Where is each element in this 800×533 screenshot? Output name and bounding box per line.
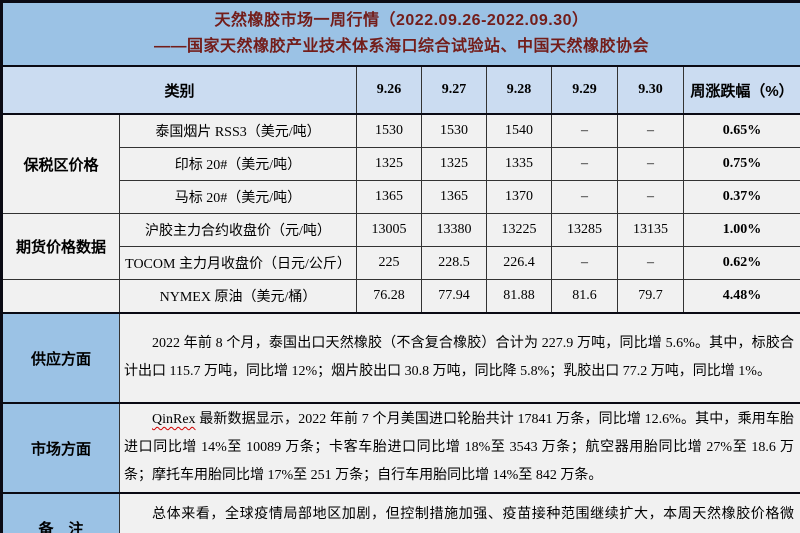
title-row: 天然橡胶市场一周行情（2022.09.26-2022.09.30） ——国家天然… (0, 1, 800, 67)
header-date-9-30: 9.30 (617, 65, 684, 115)
value-cell: 1370 (486, 180, 552, 214)
market-paragraph-body: 最新数据显示，2022 年前 7 个月美国进口轮胎共计 17841 万条，同比增… (124, 412, 795, 483)
section-remark: 备 注 总体来看，全球疫情局部地区加剧，但控制措施加强、疫苗接种范围继续扩大，本… (1, 492, 800, 533)
section-supply-text: 2022 年前 8 个月，泰国出口天然橡胶（不含复合橡胶）合计为 227.9 万… (118, 312, 800, 404)
value-cell: – (617, 113, 684, 148)
section-remark-label: 备 注 (1, 492, 120, 533)
table-row-rss3: 保税区价格 泰国烟片 RSS3（美元/吨） 1530 1530 1540 – –… (1, 113, 800, 214)
value-cell: 81.88 (486, 279, 552, 314)
table-row-shfe: 期货价格数据 沪胶主力合约收盘价（元/吨） 13005 13380 13225 … (1, 213, 800, 280)
value-cell: 1325 (356, 147, 422, 181)
value-cell: – (617, 147, 684, 181)
table-row-smr20: 马标 20#（美元/吨） 1365 1365 1370 – – 0.37% (2, 180, 800, 214)
row-item-label: 泰国烟片 RSS3（美元/吨） (119, 113, 357, 148)
change-cell: 0.75% (682, 147, 800, 181)
section-market: 市场方面 QinRex 最新数据显示，2022 年前 7 个月美国进口轮胎共计 … (1, 402, 800, 494)
group-label-empty (1, 279, 120, 314)
value-cell: 226.4 (486, 246, 552, 280)
value-cell: – (551, 180, 618, 214)
change-cell: 0.62% (682, 246, 800, 280)
row-item-label: NYMEX 原油（美元/桶） (119, 279, 357, 314)
header-weekly-change: 周涨跌幅（%） (682, 65, 800, 115)
value-cell: 13135 (617, 213, 684, 247)
group-label-futures: 期货价格数据 (1, 213, 120, 280)
title-cell: 天然橡胶市场一周行情（2022.09.26-2022.09.30） ——国家天然… (0, 1, 800, 67)
value-cell: 13005 (356, 213, 422, 247)
value-cell: 77.94 (421, 279, 487, 314)
value-cell: – (551, 246, 618, 280)
table-row-nymex: NYMEX 原油（美元/桶） 76.28 77.94 81.88 81.6 79… (1, 279, 800, 314)
value-cell: 13225 (486, 213, 552, 247)
value-cell: 76.28 (356, 279, 422, 314)
value-cell: – (617, 180, 684, 214)
supply-paragraph: 2022 年前 8 个月，泰国出口天然橡胶（不含复合橡胶）合计为 227.9 万… (124, 336, 795, 379)
remark-paragraph: 总体来看，全球疫情局部地区加剧，但控制措施加强、疫苗接种范围继续扩大，本周天然橡… (152, 506, 795, 522)
section-market-text: QinRex 最新数据显示，2022 年前 7 个月美国进口轮胎共计 17841… (118, 402, 800, 494)
value-cell: 225 (356, 246, 422, 280)
page-title: 天然橡胶市场一周行情（2022.09.26-2022.09.30） (214, 12, 589, 29)
row-item-label: 沪胶主力合约收盘价（元/吨） (119, 213, 357, 247)
value-cell: 1325 (421, 147, 487, 181)
row-item-label: 马标 20#（美元/吨） (119, 180, 357, 214)
value-cell: 1540 (486, 113, 552, 148)
change-cell: 1.00% (682, 213, 800, 247)
value-cell: 79.7 (617, 279, 684, 314)
section-remark-text: 总体来看，全球疫情局部地区加剧，但控制措施加强、疫苗接种范围继续扩大，本周天然橡… (118, 492, 800, 533)
table-row-std20: 印标 20#（美元/吨） 1325 1325 1335 – – 0.75% (2, 147, 800, 181)
group-label-bonded-zone: 保税区价格 (1, 113, 120, 214)
value-cell: 1530 (421, 113, 487, 148)
value-cell: – (617, 246, 684, 280)
header-row: 类别 9.26 9.27 9.28 9.29 9.30 周涨跌幅（%） (1, 65, 800, 115)
section-supply: 供应方面 2022 年前 8 个月，泰国出口天然橡胶（不含复合橡胶）合计为 22… (1, 312, 800, 404)
value-cell: 13380 (421, 213, 487, 247)
section-supply-label: 供应方面 (1, 312, 120, 404)
header-date-9-28: 9.28 (486, 65, 552, 115)
value-cell: 1335 (486, 147, 552, 181)
value-cell: 13285 (551, 213, 618, 247)
header-category: 类别 (1, 65, 357, 115)
table-row-tocom: TOCOM 主力月收盘价（日元/公斤） 225 228.5 226.4 – – … (2, 246, 800, 280)
value-cell: 81.6 (551, 279, 618, 314)
change-cell: 0.65% (682, 113, 800, 148)
value-cell: 1365 (356, 180, 422, 214)
value-cell: – (551, 113, 618, 148)
value-cell: 1530 (356, 113, 422, 148)
change-cell: 0.37% (682, 180, 800, 214)
header-date-9-29: 9.29 (551, 65, 618, 115)
qinrex-word: QinRex (152, 412, 196, 427)
market-paragraph: QinRex 最新数据显示，2022 年前 7 个月美国进口轮胎共计 17841… (124, 406, 794, 490)
row-item-label: 印标 20#（美元/吨） (119, 147, 357, 181)
page-subtitle: ——国家天然橡胶产业技术体系海口综合试验站、中国天然橡胶协会 (154, 38, 650, 55)
value-cell: 1365 (421, 180, 487, 214)
value-cell: 228.5 (421, 246, 487, 280)
change-cell: 4.48% (682, 279, 800, 314)
header-date-9-26: 9.26 (356, 65, 422, 115)
section-market-label: 市场方面 (1, 402, 120, 494)
value-cell: – (551, 147, 618, 181)
row-item-label: TOCOM 主力月收盘价（日元/公斤） (119, 246, 357, 280)
header-date-9-27: 9.27 (421, 65, 487, 115)
